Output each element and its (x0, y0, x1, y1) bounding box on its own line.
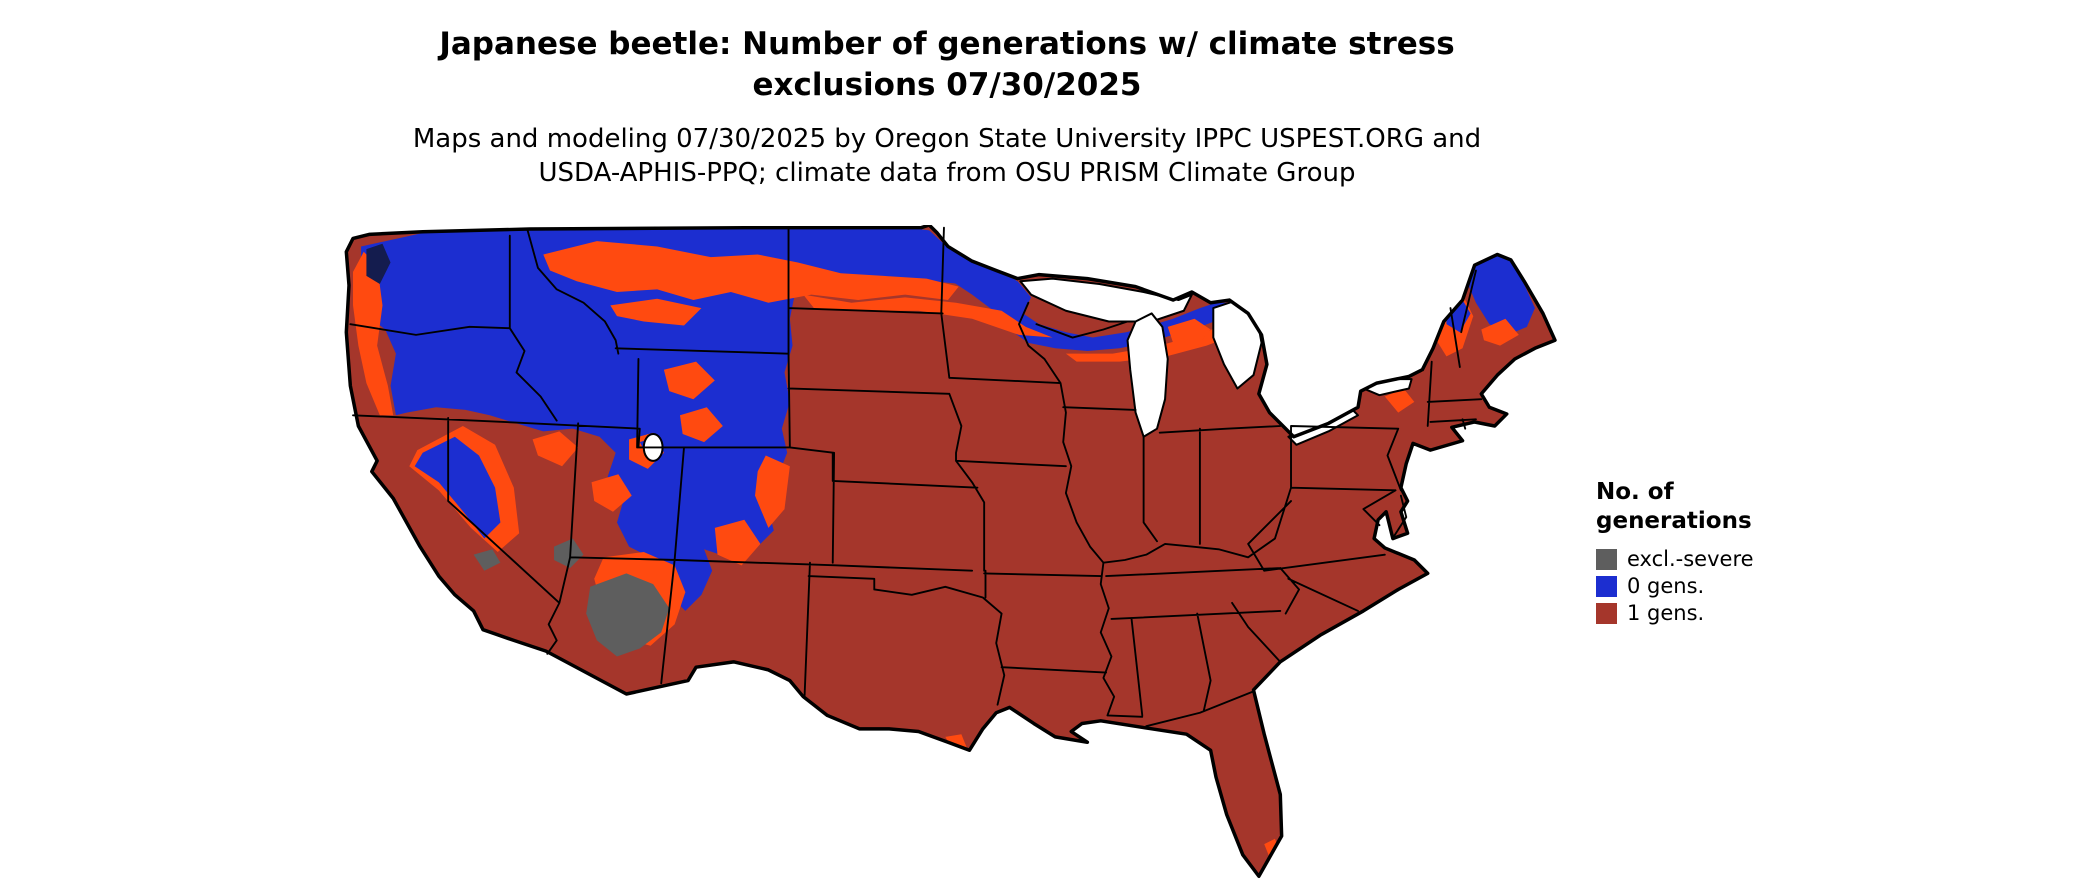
page-subtitle-line1: Maps and modeling 07/30/2025 by Oregon S… (412, 124, 1482, 154)
legend-label-1-gens: 1 gens. (1627, 601, 1705, 625)
legend-title-line2: generations (1596, 508, 1752, 534)
legend-label-0-gens: 0 gens. (1627, 574, 1705, 598)
legend-items: excl.-severe 0 gens. 1 gens. (1596, 546, 1896, 627)
legend-item-excl-severe: excl.-severe (1596, 546, 1896, 573)
page-title-line2: exclusions 07/30/2025 (752, 67, 1142, 103)
map-layer-excl-severe (473, 538, 670, 657)
us-map-svg (344, 223, 1557, 878)
legend-item-0-gens: 0 gens. (1596, 573, 1896, 600)
page-title-line1: Japanese beetle: Number of generations w… (439, 26, 1455, 62)
page-title: Japanese beetle: Number of generations w… (0, 24, 1894, 106)
legend-label-excl-severe: excl.-severe (1627, 547, 1754, 571)
legend-title-line1: No. of (1596, 479, 1674, 505)
legend-swatch-0-gens (1596, 576, 1617, 597)
lake-michigan (1126, 312, 1169, 438)
page-subtitle-line2: USDA-APHIS-PPQ; climate data from OSU PR… (538, 158, 1356, 188)
state-borders (349, 226, 1483, 728)
us-map (342, 223, 1562, 892)
legend-swatch-1-gens (1596, 603, 1617, 624)
legend-item-1-gens: 1 gens. (1596, 600, 1896, 627)
legend-swatch-excl-severe (1596, 549, 1617, 570)
lake-superior (1019, 277, 1193, 323)
puget-sound-shading (366, 243, 391, 284)
map-legend: No. of generations excl.-severe 0 gens. … (1596, 478, 1896, 627)
page-subtitle: Maps and modeling 07/30/2025 by Oregon S… (0, 122, 1894, 190)
